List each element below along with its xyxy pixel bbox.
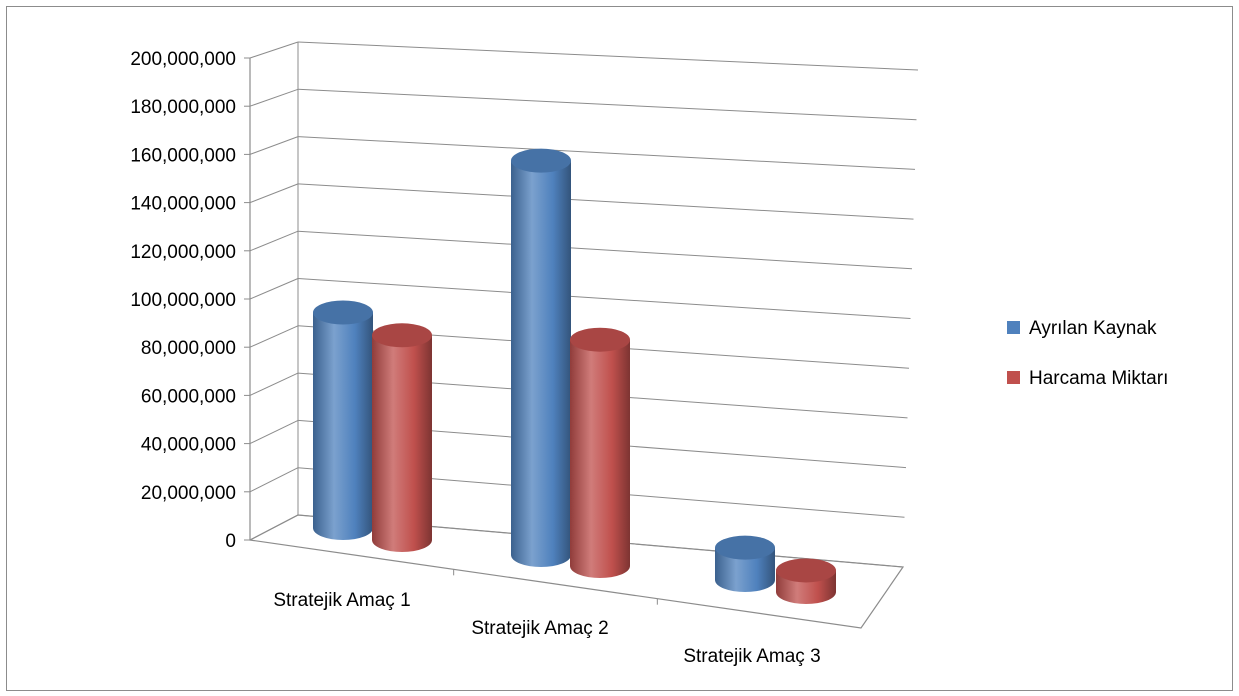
y-tick-label: 0 bbox=[225, 531, 236, 552]
bar bbox=[372, 323, 432, 552]
legend-swatch bbox=[1007, 371, 1020, 384]
legend-label: Ayrılan Kaynak bbox=[1029, 318, 1157, 339]
bar bbox=[715, 535, 775, 592]
bar-top bbox=[776, 558, 836, 583]
y-tick-label: 160,000,000 bbox=[130, 145, 236, 166]
gridline-side bbox=[249, 419, 299, 445]
gridline-side bbox=[249, 88, 299, 107]
bar-top bbox=[715, 535, 775, 560]
bar-body bbox=[511, 160, 571, 567]
gridline-side bbox=[249, 514, 299, 541]
gridline-side bbox=[249, 278, 299, 300]
gridline-side bbox=[249, 372, 299, 396]
y-tick-label: 40,000,000 bbox=[141, 435, 236, 456]
gridline-side bbox=[249, 325, 299, 348]
x-axis-ticks: Stratejik Amaç 1 Stratejik Amaç 2 Strateji… bbox=[273, 569, 821, 667]
gridline-side bbox=[249, 230, 299, 252]
legend-swatch bbox=[1007, 321, 1020, 334]
gridline-back bbox=[297, 136, 916, 170]
y-tick-label: 100,000,000 bbox=[130, 290, 236, 311]
bar-body bbox=[313, 312, 373, 540]
bar-top bbox=[313, 300, 373, 325]
bar-body bbox=[570, 339, 630, 578]
y-tick-label: 180,000,000 bbox=[130, 97, 236, 118]
bar-body bbox=[372, 335, 432, 552]
x-tick-label: Stratejik Amaç 3 bbox=[683, 646, 820, 667]
bar bbox=[511, 148, 571, 567]
legend-label: Harcama Miktarı bbox=[1029, 368, 1168, 389]
gridline-back bbox=[297, 88, 917, 121]
x-tick-label: Stratejik Amaç 2 bbox=[471, 618, 608, 639]
bar bbox=[570, 327, 630, 578]
y-tick-label: 200,000,000 bbox=[130, 49, 236, 70]
y-axis-ticks: 0 20,000,000 40,000,000 60,000,000 80,000,00… bbox=[130, 49, 250, 552]
bar-body bbox=[715, 547, 775, 592]
gridline-back bbox=[297, 41, 919, 71]
bar bbox=[313, 300, 373, 540]
bar-top bbox=[511, 148, 571, 173]
gridline-side bbox=[249, 183, 299, 204]
y-tick-label: 120,000,000 bbox=[130, 242, 236, 263]
x-tick-label: Stratejik Amaç 1 bbox=[273, 590, 410, 611]
legend-item: Harcama Miktarı bbox=[1007, 368, 1168, 389]
gridline-back bbox=[297, 183, 914, 220]
y-tick-label: 80,000,000 bbox=[141, 338, 236, 359]
gridline-side bbox=[249, 467, 299, 493]
y-tick-label: 60,000,000 bbox=[141, 386, 236, 407]
y-tick-label: 140,000,000 bbox=[130, 194, 236, 215]
gridline-back bbox=[297, 278, 911, 319]
gridline-side bbox=[249, 136, 299, 155]
bars bbox=[313, 148, 836, 604]
gridline-side bbox=[249, 41, 299, 59]
bar bbox=[776, 558, 836, 604]
bar-top bbox=[372, 323, 432, 348]
gridline-back bbox=[297, 230, 913, 270]
legend: Ayrılan Kaynak Harcama Miktarı bbox=[1007, 318, 1168, 389]
legend-item: Ayrılan Kaynak bbox=[1007, 318, 1157, 339]
bar-top bbox=[570, 327, 630, 352]
y-tick-label: 20,000,000 bbox=[141, 483, 236, 504]
